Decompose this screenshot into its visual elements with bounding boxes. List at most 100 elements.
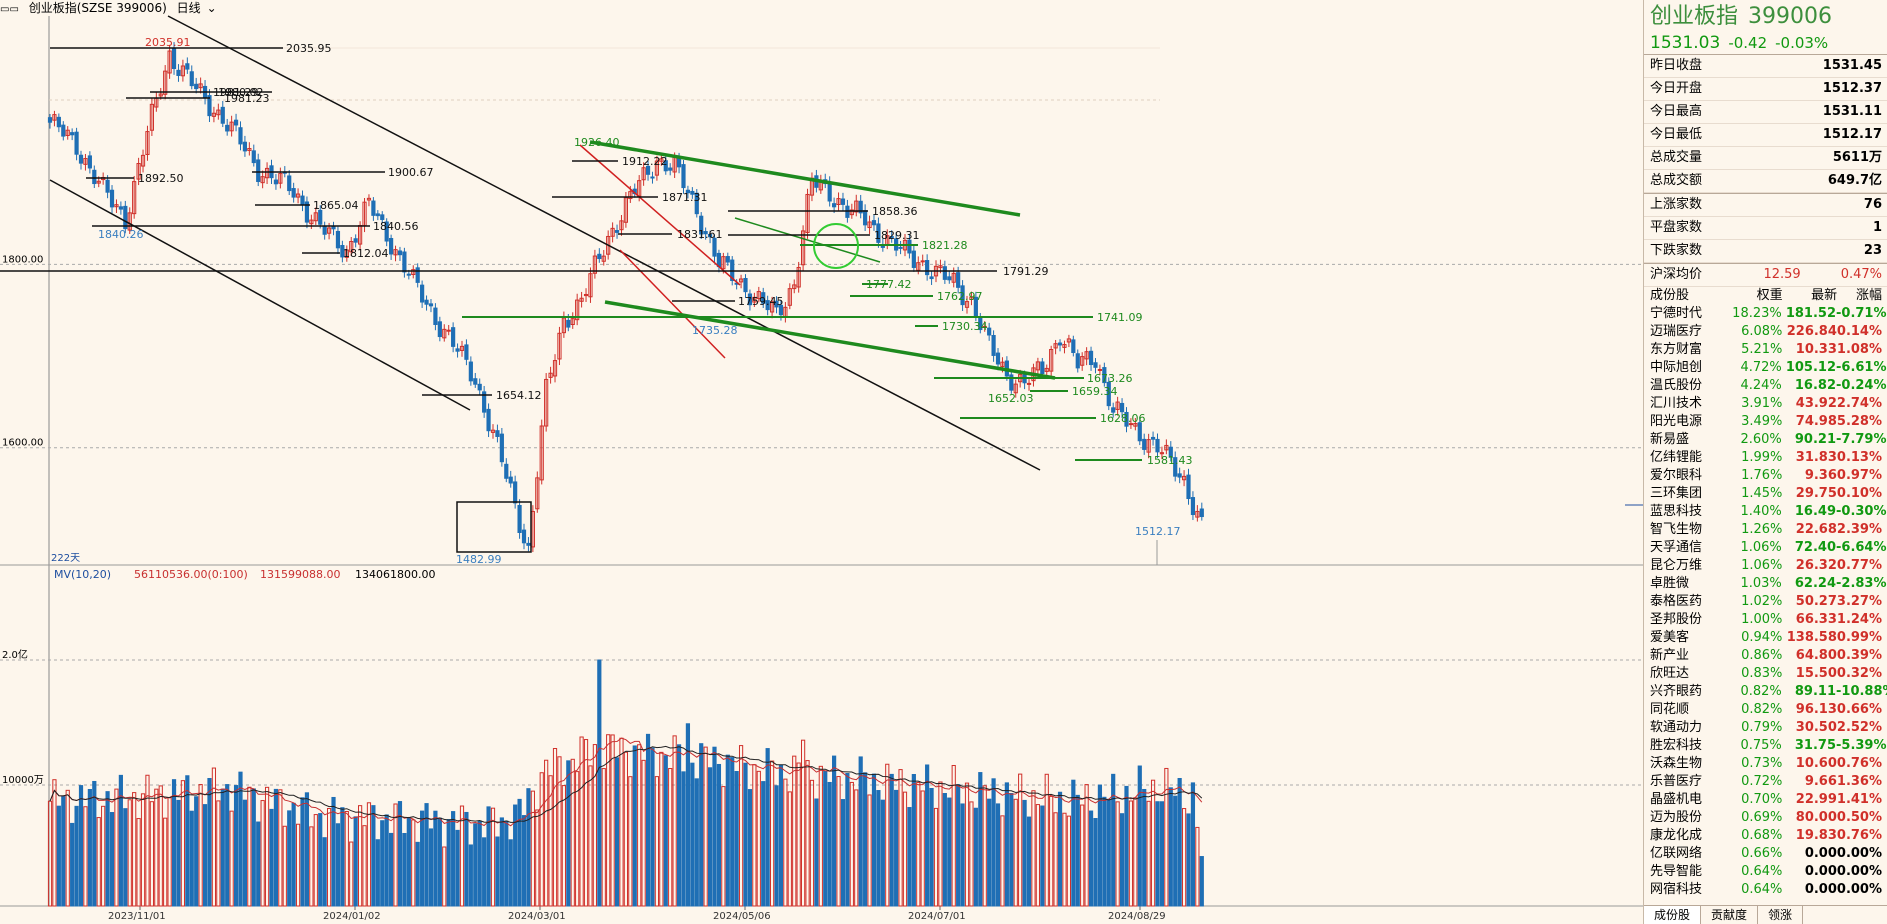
constituent-row[interactable]: 泰格医药 1.02% 50.27 3.27% <box>1644 593 1887 611</box>
constituent-row[interactable]: 昆仑万维 1.06% 26.32 0.77% <box>1644 557 1887 575</box>
constituent-row[interactable]: 圣邦股份 1.00% 66.33 1.24% <box>1644 611 1887 629</box>
volume-bar <box>886 764 889 906</box>
constituent-row[interactable]: 智飞生物 1.26% 22.68 2.39% <box>1644 521 1887 539</box>
candle-body <box>62 125 65 136</box>
volume-bar <box>651 748 654 906</box>
constituent-row[interactable]: 温氏股份 4.24% 16.82 -0.24% <box>1644 377 1887 395</box>
panel-tab[interactable]: 成份股 <box>1644 906 1701 924</box>
volume-bar <box>1085 785 1088 906</box>
volume-bar <box>199 785 202 906</box>
volume-bar <box>713 747 716 906</box>
level-label: 1812.04 <box>343 247 389 260</box>
constituent-row[interactable]: 三环集团 1.45% 29.75 0.10% <box>1644 485 1887 503</box>
volume-bar <box>766 749 769 906</box>
level-label: 1730.34 <box>942 320 988 333</box>
constituent-row[interactable]: 胜宏科技 0.75% 31.75 -5.39% <box>1644 737 1887 755</box>
constituent-row[interactable]: 沃森生物 0.73% 10.60 0.76% <box>1644 755 1887 773</box>
constituent-row[interactable]: 新产业 0.86% 64.80 0.39% <box>1644 647 1887 665</box>
constituent-row[interactable]: 迈为股份 0.69% 80.00 0.50% <box>1644 809 1887 827</box>
volume-bar <box>1191 783 1194 906</box>
volume-bar <box>753 765 756 906</box>
volume-bar <box>988 799 991 906</box>
constituent-row[interactable]: 康龙化成 0.68% 19.83 0.76% <box>1644 827 1887 845</box>
constituent-row[interactable]: 晶盛机电 0.70% 22.99 1.41% <box>1644 791 1887 809</box>
volume-bar <box>979 773 982 906</box>
volume-bar <box>1010 794 1013 906</box>
volume-bar <box>190 811 193 906</box>
constituent-row[interactable]: 宁德时代 18.23% 181.52 -0.71% <box>1644 305 1887 323</box>
constituent-row[interactable]: 迈瑞医疗 6.08% 226.84 0.14% <box>1644 323 1887 341</box>
constituent-row[interactable]: 爱美客 0.94% 138.58 0.99% <box>1644 629 1887 647</box>
volume-bar <box>841 800 844 906</box>
volume-bar <box>770 761 773 906</box>
constituent-row[interactable]: 东方财富 5.21% 10.33 1.08% <box>1644 341 1887 359</box>
level-label: 1900.67 <box>388 166 434 179</box>
constituent-row[interactable]: 乐普医疗 0.72% 9.66 1.36% <box>1644 773 1887 791</box>
volume-bar <box>810 780 813 906</box>
candle-body <box>1072 340 1075 353</box>
constituent-row[interactable]: 同花顺 0.82% 96.13 0.66% <box>1644 701 1887 719</box>
candle-body <box>257 160 260 182</box>
constituent-row[interactable]: 天孚通信 1.06% 72.40 -6.64% <box>1644 539 1887 557</box>
volume-bar <box>926 765 929 906</box>
panel-tab[interactable]: 领涨 <box>1758 906 1803 924</box>
stat-row: 总成交额 649.7亿 <box>1644 170 1887 193</box>
volume-bar <box>456 830 459 906</box>
volume-bar <box>536 810 539 906</box>
stat-row: 昨日收盘 1531.45 <box>1644 55 1887 78</box>
volume-bar <box>1112 774 1115 906</box>
constituent-header: 成份股 权重 最新 涨幅 <box>1644 287 1887 305</box>
panel-tab[interactable]: 贡献度 <box>1701 906 1758 924</box>
constituent-row[interactable]: 卓胜微 1.03% 62.24 -2.83% <box>1644 575 1887 593</box>
date-tick-label: 2024/08/29 <box>1108 911 1166 922</box>
price-tick-label: 1600.00 <box>2 438 43 449</box>
volume-bar <box>717 764 720 906</box>
constituent-row[interactable]: 亿联网络 0.66% 0.00 0.00% <box>1644 845 1887 863</box>
constituent-row[interactable]: 阳光电源 3.49% 74.98 5.28% <box>1644 413 1887 431</box>
volume-bar <box>855 790 858 906</box>
date-tick-label: 2024/01/02 <box>323 911 381 922</box>
candle-body <box>447 330 450 331</box>
volume-bar <box>881 800 884 906</box>
candle-body <box>841 199 844 204</box>
constituent-row[interactable]: 欣旺达 0.83% 15.50 0.32% <box>1644 665 1887 683</box>
low-mark-label: 1482.99 <box>456 553 502 566</box>
volume-bar <box>903 792 906 906</box>
volume-bar <box>620 738 623 906</box>
candle-body <box>872 221 875 225</box>
constituent-row[interactable]: 网宿科技 0.64% 0.00 0.00% <box>1644 881 1887 899</box>
constituent-row[interactable]: 蓝思科技 1.40% 16.49 -0.30% <box>1644 503 1887 521</box>
constituent-row[interactable]: 爱尔眼科 1.76% 9.36 0.97% <box>1644 467 1887 485</box>
candle-body <box>252 151 255 163</box>
volume-bar <box>629 777 632 906</box>
volume-bar <box>491 808 494 906</box>
volume-bar <box>159 786 162 906</box>
constituent-row[interactable]: 汇川技术 3.91% 43.92 2.74% <box>1644 395 1887 413</box>
level-label: 1581.43 <box>1147 454 1193 467</box>
volume-bar <box>1156 802 1159 906</box>
level-label: 1980.02 <box>218 86 264 99</box>
volume-bar <box>850 782 853 906</box>
volume-bar <box>1054 813 1057 906</box>
volume-bar <box>66 790 69 906</box>
price-volume-chart[interactable]: 1800.00 1600.00 2.0亿 10000万 2023/11/01 2024/0… <box>0 0 1643 924</box>
volume-bar <box>757 771 760 906</box>
constituent-row[interactable]: 新易盛 2.60% 90.21 -7.79% <box>1644 431 1887 449</box>
volume-bar <box>394 804 397 906</box>
volume-bar <box>638 745 641 906</box>
constituent-row[interactable]: 亿纬锂能 1.99% 31.83 0.13% <box>1644 449 1887 467</box>
candle-body <box>1200 509 1203 517</box>
volume-bar <box>84 807 87 906</box>
volume-bar <box>1076 795 1079 906</box>
constituent-row[interactable]: 软通动力 0.79% 30.50 2.52% <box>1644 719 1887 737</box>
volume-bar <box>62 796 65 906</box>
volume-bar <box>177 800 180 906</box>
high-mark-label: 2035.91 <box>145 36 191 49</box>
candle-body <box>376 214 379 216</box>
constituent-row[interactable]: 中际旭创 4.72% 105.12 -6.61% <box>1644 359 1887 377</box>
level-label: 1865.04 <box>313 199 359 212</box>
candle-body <box>407 274 410 275</box>
candle-body <box>1143 439 1146 449</box>
constituent-row[interactable]: 先导智能 0.64% 0.00 0.00% <box>1644 863 1887 881</box>
